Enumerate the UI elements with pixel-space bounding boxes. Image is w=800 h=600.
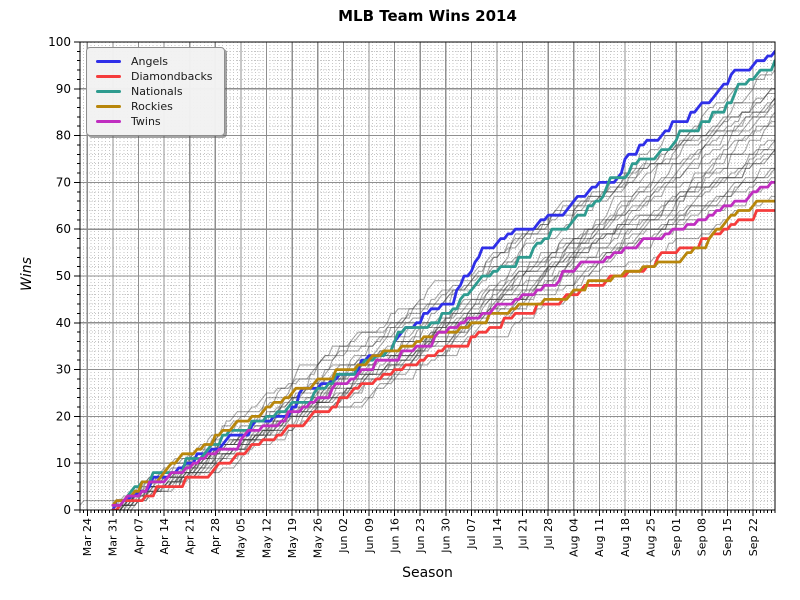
y-tick-label: 0 <box>63 503 71 517</box>
angels-line-swatch <box>96 59 121 64</box>
twins-line-swatch <box>96 119 121 124</box>
x-tick-label: Sep 08 <box>696 518 709 556</box>
y-tick-label: 50 <box>56 269 71 283</box>
legend: Angels Diamondbacks Nationals Rockies Tw… <box>86 47 225 136</box>
x-tick-label: Mar 24 <box>81 518 94 556</box>
other-team-line <box>112 149 775 510</box>
legend-entry-rockies: Rockies <box>96 99 213 114</box>
legend-label: Rockies <box>131 100 173 113</box>
other-team-line <box>112 97 775 510</box>
highlighted-team-lines <box>111 50 775 510</box>
legend-label: Diamondbacks <box>131 70 213 83</box>
y-tick-label: 30 <box>56 363 71 377</box>
legend-entry-angels: Angels <box>96 54 213 69</box>
legend-label: Nationals <box>131 85 183 98</box>
other-team-line <box>112 125 775 510</box>
other-team-line <box>112 111 775 510</box>
y-tick-label: 40 <box>56 316 71 330</box>
x-tick-label: Aug 18 <box>619 518 632 557</box>
y-tick-label: 20 <box>56 409 71 423</box>
x-tick-label: Jun 16 <box>388 518 401 554</box>
x-tick-label: Aug 11 <box>593 518 606 557</box>
x-tick-label: Mar 31 <box>107 518 120 556</box>
other-team-line <box>112 92 775 510</box>
diamondbacks-line-swatch <box>96 74 121 79</box>
x-tick-label: Apr 28 <box>209 518 222 555</box>
x-tick-label: Jul 07 <box>465 518 478 550</box>
y-axis-label: Wins <box>19 257 35 291</box>
y-tick-label: 90 <box>56 82 71 96</box>
other-team-line <box>112 116 775 510</box>
x-tick-label: Jul 14 <box>491 518 504 550</box>
x-tick-label: May 26 <box>312 518 325 558</box>
x-tick-label: Aug 04 <box>568 518 581 557</box>
x-tick-label: Apr 07 <box>132 518 145 555</box>
x-tick-label: Jun 30 <box>440 518 453 554</box>
x-tick-label: Jun 09 <box>363 518 376 554</box>
team-line-twins <box>111 180 775 507</box>
x-tick-label: Sep 01 <box>670 518 683 556</box>
x-tick-label: May 05 <box>235 518 248 558</box>
legend-label: Twins <box>131 115 161 128</box>
x-tick-label: Apr 21 <box>184 518 197 555</box>
axis-ticks <box>74 41 776 516</box>
y-tick-labels: 0 10 20 30 40 50 60 70 80 90 100 <box>48 35 71 517</box>
other-team-line <box>112 167 775 510</box>
x-axis-label: Season <box>402 565 453 581</box>
legend-label: Angels <box>131 55 169 68</box>
y-tick-label: 10 <box>56 456 71 470</box>
y-tick-label: 100 <box>48 35 71 49</box>
legend-entry-nationals: Nationals <box>96 84 213 99</box>
x-tick-label: Jul 28 <box>542 518 555 550</box>
legend-entry-diamondbacks: Diamondbacks <box>96 69 213 84</box>
x-tick-label: Sep 22 <box>747 518 760 556</box>
x-tick-label: Apr 14 <box>158 518 171 555</box>
team-line-angels <box>111 50 775 510</box>
x-tick-label: Jun 23 <box>414 518 427 554</box>
legend-entry-twins: Twins <box>96 114 213 129</box>
x-tick-label: Jun 02 <box>337 518 350 554</box>
team-line-nationals <box>111 59 775 507</box>
team-line-diamondbacks <box>111 209 775 510</box>
y-tick-label: 60 <box>56 222 71 236</box>
other-team-line <box>80 69 775 506</box>
nationals-line-swatch <box>96 89 121 94</box>
chart-title: MLB Team Wins 2014 <box>338 7 517 25</box>
x-tick-label: Jul 21 <box>516 518 529 550</box>
rockies-line-swatch <box>96 104 121 109</box>
x-tick-label: May 12 <box>260 518 273 558</box>
y-tick-label: 70 <box>56 175 71 189</box>
other-team-line <box>112 167 775 510</box>
y-tick-label: 80 <box>56 129 71 143</box>
x-tick-label: May 19 <box>286 518 299 558</box>
x-tick-labels: Mar 24 Mar 31 Apr 07 Apr 14 Apr 21 Apr 28 May … <box>81 518 760 558</box>
x-tick-label: Sep 15 <box>721 518 734 556</box>
x-tick-label: Aug 25 <box>644 518 657 557</box>
